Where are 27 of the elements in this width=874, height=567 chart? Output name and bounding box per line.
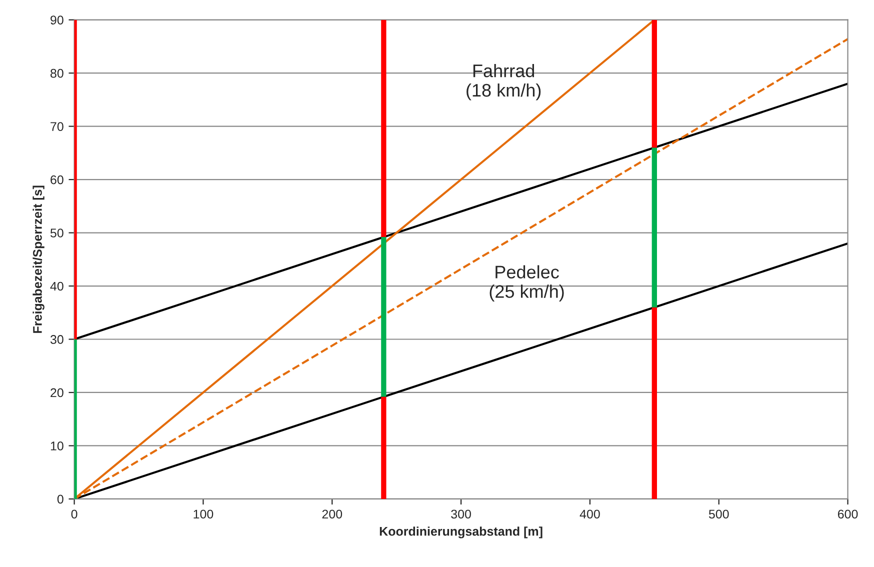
bar <box>652 148 657 308</box>
x-axis-title: Koordinierungsabstand [m] <box>380 526 542 538</box>
y-tick-label: 40 <box>50 282 64 291</box>
bar <box>381 396 386 499</box>
y-tick-label: 30 <box>50 335 64 344</box>
y-axis-title: Freigabezeit/Sperrzeit [s] <box>32 186 44 333</box>
bar <box>652 307 657 499</box>
y-tick-label: 0 <box>57 494 64 504</box>
x-tick-label: 400 <box>580 510 600 519</box>
x-tick-label: 600 <box>838 510 858 519</box>
y-tick-label: 70 <box>50 122 64 131</box>
annotation: Fahrrad (18 km/h) <box>466 64 541 100</box>
y-tick-label: 60 <box>50 175 64 184</box>
y-tick-label: 10 <box>50 442 64 450</box>
x-tick-label: 300 <box>451 510 471 519</box>
y-tick-label: 50 <box>50 228 64 238</box>
y-tick-label: 80 <box>50 68 64 78</box>
x-tick-label: 100 <box>194 510 214 519</box>
y-tick-label: 90 <box>50 16 64 24</box>
x-tick-label: 200 <box>322 510 342 519</box>
x-tick-label: 500 <box>708 510 729 519</box>
bar <box>652 20 657 148</box>
y-tick-label: 20 <box>50 388 64 398</box>
annotation: Pedelec (25 km/h) <box>490 265 564 302</box>
bar <box>381 20 386 238</box>
x-tick-label: 0 <box>71 510 78 519</box>
bar <box>381 237 386 397</box>
